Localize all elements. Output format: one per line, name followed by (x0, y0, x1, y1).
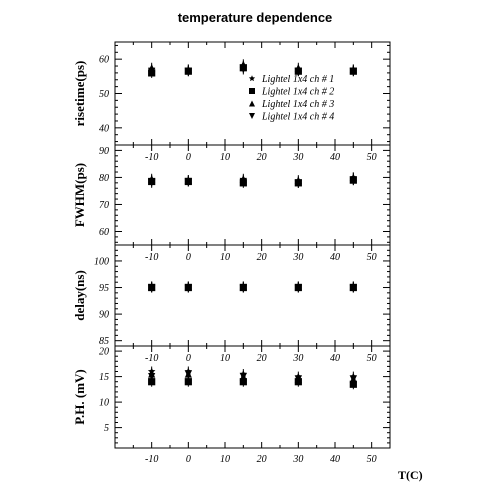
data-point (148, 179, 156, 187)
y-tick-label: 90 (99, 146, 109, 157)
x-tick-label: 10 (220, 252, 230, 263)
x-tick-label: 50 (367, 152, 377, 163)
x-tick-label-bottom: 30 (292, 454, 303, 465)
x-tick-label: 10 (220, 152, 230, 163)
y-tick-label: 70 (99, 200, 109, 211)
y-axis-label: risetime(ps) (72, 61, 87, 127)
y-tick-label: 5 (104, 423, 109, 434)
data-point (239, 378, 247, 386)
x-tick-label: 40 (330, 353, 340, 364)
x-axis-label: T(C) (398, 468, 423, 482)
legend-entry: Lightel 1x4 ch # 3 (261, 99, 334, 110)
legend-marker (248, 75, 256, 82)
legend-marker (249, 100, 255, 107)
x-tick-label: 30 (292, 252, 303, 263)
x-tick-label: 0 (186, 152, 191, 163)
x-tick-label-bottom: 10 (220, 454, 230, 465)
panel-3: -10 0 10 20 30 40 50 85 90 95 100 delay(ns) (72, 244, 391, 347)
x-tick-label: 30 (292, 152, 303, 163)
y-tick-label: 50 (99, 89, 109, 100)
data-point (349, 176, 357, 184)
legend-entry: Lightel 1x4 ch # 1 (261, 74, 334, 85)
data-point (239, 177, 247, 186)
x-tick-label: 50 (367, 252, 377, 263)
data-point (184, 370, 192, 378)
data-point (349, 67, 357, 75)
x-tick-label-bottom: 50 (367, 454, 377, 465)
y-axis-label: P.H. (mV) (72, 369, 87, 425)
x-tick-label-bottom: 20 (257, 454, 267, 465)
x-tick-label: 50 (367, 353, 377, 364)
x-tick-label-bottom: 40 (330, 454, 340, 465)
data-point (294, 375, 302, 383)
y-tick-label: 15 (99, 372, 109, 383)
chart-title: temperature dependence (178, 10, 333, 25)
y-tick-label: 85 (99, 336, 109, 347)
x-tick-label: -10 (145, 353, 158, 364)
y-axis-label: delay(ns) (72, 270, 87, 321)
legend-marker (249, 113, 255, 119)
x-tick-label: 0 (186, 252, 191, 263)
data-point (294, 179, 302, 187)
x-tick-label: 20 (257, 252, 267, 263)
x-tick-label: 30 (292, 353, 303, 364)
data-point (239, 283, 247, 292)
y-tick-label: 100 (94, 256, 109, 267)
x-tick-label: 40 (330, 152, 340, 163)
data-point (349, 380, 357, 388)
y-tick-label: 20 (99, 347, 109, 358)
x-tick-label: 20 (257, 353, 267, 364)
data-point (148, 373, 156, 381)
x-tick-label: -10 (145, 152, 158, 163)
x-tick-label: 40 (330, 252, 340, 263)
data-point (294, 283, 302, 292)
panel-4: -10 0 10 20 30 40 50 5 10 15 20 P.H. (mV) (72, 345, 391, 449)
y-tick-label: 40 (99, 123, 109, 134)
y-tick-label: 60 (99, 227, 109, 238)
legend-marker (249, 88, 255, 94)
x-tick-label-bottom: -10 (145, 454, 158, 465)
data-point (294, 67, 302, 75)
data-point (184, 177, 192, 186)
panel-2: -10 0 10 20 30 40 50 60 70 80 90 FWHM(ps) (72, 144, 391, 246)
y-tick-label: 90 (99, 310, 109, 321)
data-point (184, 283, 192, 292)
x-tick-label: 20 (257, 152, 267, 163)
data-point (349, 283, 357, 292)
data-point (148, 378, 156, 386)
legend-entry: Lightel 1x4 ch # 2 (261, 87, 334, 98)
data-point (239, 373, 247, 381)
y-tick-label: 60 (99, 55, 109, 66)
data-point (148, 283, 156, 292)
x-tick-label: -10 (145, 252, 158, 263)
y-tick-label: 95 (99, 283, 109, 294)
panel-1: 40 50 60 risetime(ps) (72, 41, 391, 146)
data-point (239, 65, 247, 74)
y-axis-label: FWHM(ps) (72, 163, 87, 227)
data-point (349, 375, 357, 383)
y-tick-label: 10 (99, 398, 109, 409)
data-point (184, 378, 192, 386)
x-tick-label: 0 (186, 353, 191, 364)
x-tick-label-bottom: 0 (186, 454, 191, 465)
data-point (184, 67, 192, 75)
x-tick-label: 10 (220, 353, 230, 364)
legend-entry: Lightel 1x4 ch # 4 (261, 112, 334, 123)
data-point (148, 67, 156, 75)
y-tick-label: 80 (99, 173, 109, 184)
